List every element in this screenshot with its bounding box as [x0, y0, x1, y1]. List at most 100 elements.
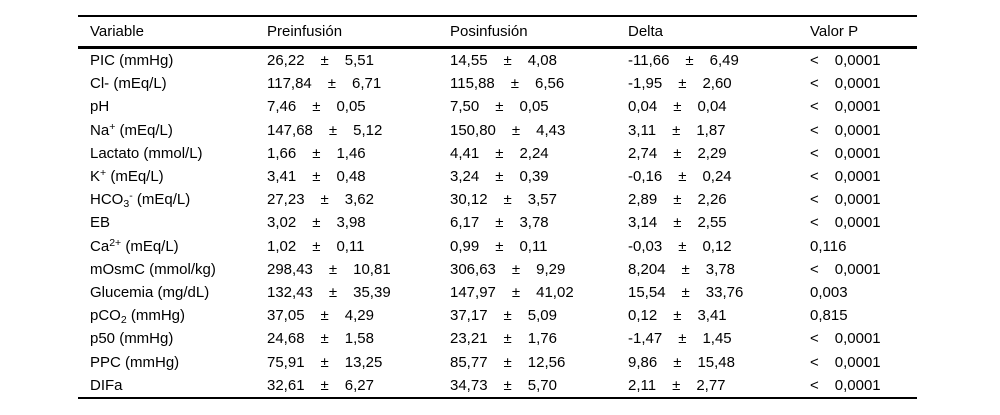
plus-minus-sign: ±	[503, 330, 512, 348]
table-row: Ca2+ (mEq/L) 1,02 ± 0,11 0,99 ± 0,11 -0,…	[78, 235, 917, 258]
posinfusion-sd: 3,78	[519, 214, 549, 232]
delta-cell: -0,16 ± 0,24	[628, 168, 810, 185]
variable-cell: pH	[90, 98, 267, 115]
variable-name: pCO	[90, 307, 121, 325]
posinfusion-mean: 85,77	[450, 353, 488, 371]
delta-sd: 3,41	[697, 307, 727, 325]
preinfusion-mean: 24,68	[267, 330, 305, 348]
posinfusion-mean: 306,63	[450, 260, 496, 278]
delta-sd: 1,45	[702, 330, 732, 348]
delta-sd: 0,12	[702, 237, 732, 255]
plus-minus-sign: ±	[495, 98, 504, 116]
preinfusion-cell: 7,46 ± 0,05	[267, 98, 450, 115]
variable-subscript: 2	[120, 314, 127, 327]
p-value: 0,815	[810, 307, 848, 325]
table-row: Glucemia (mg/dL) 132,43 ± 35,39 147,97 ±…	[78, 281, 917, 304]
delta-cell: 2,74 ± 2,29	[628, 145, 810, 162]
less-than-sign: <	[810, 376, 819, 394]
delta-sd: 2,77	[696, 376, 726, 394]
plus-minus-sign: ±	[312, 144, 321, 162]
plus-minus-sign: ±	[681, 260, 690, 278]
p-value-cell: < 0,0001	[810, 98, 917, 115]
p-value: 0,0001	[834, 330, 881, 348]
preinfusion-cell: 75,91 ± 13,25	[267, 354, 450, 371]
delta-cell: 0,12 ± 3,41	[628, 307, 810, 324]
preinfusion-sd: 3,98	[336, 214, 366, 232]
preinfusion-sd: 13,25	[344, 353, 383, 371]
posinfusion-mean: 6,17	[450, 214, 480, 232]
plus-minus-sign: ±	[320, 307, 329, 325]
less-than-sign: <	[810, 121, 819, 139]
preinfusion-sd: 0,11	[336, 237, 365, 255]
delta-cell: 9,86 ± 15,48	[628, 354, 810, 371]
variable-cell: Lactato (mmol/L)	[90, 145, 267, 162]
posinfusion-cell: 0,99 ± 0,11	[450, 238, 628, 255]
posinfusion-mean: 30,12	[450, 191, 488, 209]
plus-minus-sign: ±	[510, 75, 519, 93]
posinfusion-cell: 6,17 ± 3,78	[450, 214, 628, 231]
delta-sd: 1,87	[696, 121, 726, 139]
preinfusion-sd: 3,62	[344, 191, 374, 209]
preinfusion-cell: 298,43 ± 10,81	[267, 261, 450, 278]
delta-cell: 3,14 ± 2,55	[628, 214, 810, 231]
preinfusion-mean: 7,46	[267, 98, 297, 116]
posinfusion-sd: 3,57	[527, 191, 557, 209]
p-value: 0,0001	[834, 121, 881, 139]
plus-minus-sign: ±	[312, 168, 321, 186]
table-row: EB 3,02 ± 3,98 6,17 ± 3,78 3,14 ± 2,55 <…	[78, 211, 917, 234]
delta-sd: 15,48	[697, 353, 735, 371]
plus-minus-sign: ±	[495, 144, 504, 162]
p-value-cell: < 0,0001	[810, 145, 917, 162]
variable-cell: Cl- (mEq/L)	[90, 75, 267, 92]
p-value-cell: < 0,0001	[810, 214, 917, 231]
less-than-sign: <	[810, 52, 819, 70]
table-bottom-rule	[78, 396, 917, 399]
preinfusion-cell: 117,84 ± 6,71	[267, 75, 450, 92]
preinfusion-mean: 3,41	[267, 168, 297, 186]
variable-name: HCO	[90, 191, 124, 209]
header-preinfusion: Preinfusión	[267, 23, 343, 40]
header-posinfusion: Posinfusión	[450, 23, 528, 40]
delta-mean: -1,95	[628, 75, 663, 93]
variable-cell: HCO3- (mEq/L)	[90, 190, 267, 210]
table-header-rule	[78, 46, 917, 49]
delta-cell: -0,03 ± 0,12	[628, 238, 810, 255]
delta-cell: -11,66 ± 6,49	[628, 52, 810, 69]
preinfusion-sd: 6,27	[344, 376, 374, 394]
preinfusion-mean: 32,61	[267, 376, 305, 394]
table-row: pH 7,46 ± 0,05 7,50 ± 0,05 0,04 ± 0,04 <…	[78, 95, 917, 118]
delta-mean: -11,66	[628, 52, 670, 70]
preinfusion-sd: 10,81	[353, 260, 391, 278]
plus-minus-sign: ±	[328, 260, 338, 278]
less-than-sign: <	[810, 214, 819, 232]
preinfusion-cell: 147,68 ± 5,12	[267, 122, 450, 139]
p-value: 0,0001	[834, 52, 881, 70]
less-than-sign: <	[810, 98, 819, 116]
table-row: pCO2 (mmHg) 37,05 ± 4,29 37,17 ± 5,09 0,…	[78, 304, 917, 327]
less-than-sign: <	[810, 260, 819, 278]
plus-minus-sign: ±	[328, 121, 338, 139]
header-variable: Variable	[90, 23, 144, 40]
p-value-cell: 0,815	[810, 307, 917, 324]
posinfusion-sd: 12,56	[527, 353, 566, 371]
delta-sd: 2,55	[697, 214, 727, 232]
plus-minus-sign: ±	[503, 376, 512, 394]
preinfusion-mean: 27,23	[267, 191, 305, 209]
posinfusion-cell: 150,80 ± 4,43	[450, 122, 628, 139]
preinfusion-cell: 3,02 ± 3,98	[267, 214, 450, 231]
p-value-cell: < 0,0001	[810, 261, 917, 278]
delta-mean: 2,74	[628, 144, 658, 162]
plus-minus-sign: ±	[503, 191, 512, 209]
variable-superscript: -	[129, 190, 133, 203]
plus-minus-sign: ±	[320, 330, 329, 348]
header-valor-p: Valor P	[810, 23, 859, 40]
delta-cell: 2,89 ± 2,26	[628, 191, 810, 208]
posinfusion-sd: 0,11	[519, 237, 548, 255]
plus-minus-sign: ±	[672, 121, 681, 139]
table-row: PPC (mmHg) 75,91 ± 13,25 85,77 ± 12,56 9…	[78, 350, 917, 373]
plus-minus-sign: ±	[495, 237, 504, 255]
delta-mean: 0,04	[628, 98, 658, 116]
posinfusion-sd: 5,09	[527, 307, 557, 325]
preinfusion-cell: 3,41 ± 0,48	[267, 168, 450, 185]
